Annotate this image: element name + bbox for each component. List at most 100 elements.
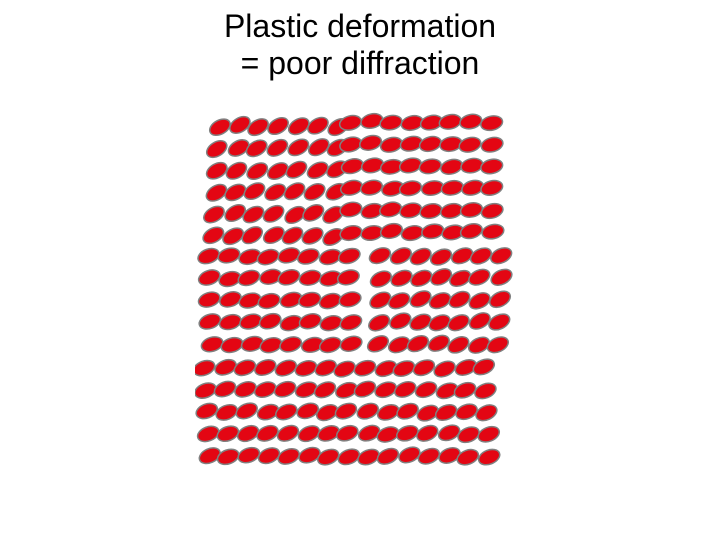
lattice-atom [433, 401, 459, 423]
lattice-atom [236, 444, 261, 465]
lattice-atom [480, 135, 505, 154]
lattice-atom [388, 244, 414, 266]
lattice-atom [239, 223, 265, 247]
lattice-atom [416, 445, 442, 466]
lattice-atom [197, 311, 222, 332]
lattice-atom [232, 357, 258, 378]
lattice-atom [257, 310, 282, 331]
lattice-atom [419, 201, 444, 220]
lattice-atom [300, 224, 326, 247]
lattice-atom [398, 179, 423, 198]
lattice-atom [480, 157, 505, 176]
lattice-atom [298, 311, 323, 331]
lattice-atom [479, 178, 504, 197]
lattice-atom [432, 358, 458, 380]
lattice-atom [295, 400, 320, 421]
lattice-atom [408, 245, 434, 268]
lattice-atom [467, 309, 493, 332]
lattice-atom [476, 446, 502, 467]
lattice-atom [273, 401, 299, 422]
lattice-atom [459, 221, 484, 240]
lattice-atom [336, 267, 361, 287]
lattice-atom [255, 422, 281, 443]
slide-title: Plastic deformation = poor diffraction [0, 8, 720, 82]
lattice-atom [204, 137, 230, 160]
lattice-atom [252, 356, 278, 377]
lattice-atom [473, 380, 499, 401]
lattice-atom [411, 357, 437, 378]
lattice-atom [458, 135, 483, 154]
lattice-atom [219, 335, 244, 355]
lattice-atom [335, 422, 361, 443]
lattice-atom [264, 136, 290, 159]
lattice-atom [333, 400, 359, 421]
lattice-atom [414, 422, 440, 444]
lattice-atom [195, 400, 220, 421]
lattice-atom [338, 289, 363, 308]
lattice-atom [200, 224, 226, 247]
lattice-atom [480, 201, 505, 221]
lattice-atom [283, 158, 309, 181]
deformed-lattice-diagram [195, 100, 525, 470]
lattice-atom [200, 334, 225, 354]
lattice-atom [358, 133, 383, 152]
lattice-atom [234, 400, 260, 422]
lattice-atom [256, 445, 282, 466]
lattice-atom [216, 245, 241, 265]
lattice-atom [255, 246, 280, 267]
diagram-wrapper [0, 82, 720, 470]
lattice-atom [305, 114, 331, 137]
lattice-atom [440, 178, 464, 196]
lattice-atom [398, 201, 423, 220]
lattice-atom [439, 157, 464, 177]
lattice-atom [467, 289, 493, 311]
lattice-atom [285, 136, 311, 159]
lattice-atom [395, 400, 421, 421]
lattice-atom [223, 159, 249, 182]
lattice-atom [332, 358, 358, 379]
lattice-atom [445, 333, 471, 356]
lattice-atom [426, 332, 452, 354]
lattice-atom [279, 224, 305, 247]
lattice-atom [375, 445, 401, 467]
lattice-atom [276, 267, 301, 288]
lattice-atom [265, 114, 291, 137]
lattice-atom [241, 179, 267, 202]
lattice-atom [367, 244, 393, 266]
lattice-atom [413, 379, 439, 400]
lattice-atom [379, 221, 404, 240]
lattice-atom [273, 357, 299, 379]
lattice-atom [459, 200, 483, 218]
lattice-atom [204, 159, 230, 182]
lattice-atom [365, 332, 391, 354]
lattice-atom [378, 200, 403, 219]
lattice-atom [466, 266, 492, 288]
lattice-atom [352, 357, 377, 378]
lattice-atom [196, 245, 221, 266]
lattice-atom [355, 400, 381, 421]
lattice-atom [244, 159, 270, 182]
lattice-atom [452, 379, 478, 400]
lattice-atom [207, 115, 233, 138]
lattice-atom [297, 290, 322, 309]
lattice-atom [276, 245, 301, 265]
lattice-atom [400, 223, 425, 242]
lattice-atom [197, 267, 222, 288]
lattice-atom [459, 112, 484, 130]
lattice-atom [300, 201, 326, 224]
title-line-2: = poor diffraction [0, 45, 720, 82]
lattice-atom [368, 268, 394, 290]
lattice-atom [446, 311, 472, 333]
lattice-atom [418, 157, 443, 176]
lattice-atom [318, 334, 343, 354]
lattice-atom [282, 179, 308, 202]
lattice-atom [379, 113, 403, 131]
lattice-atom [218, 312, 243, 332]
lattice-atom [359, 178, 384, 197]
lattice-atom [236, 267, 261, 287]
lattice-atom [428, 246, 454, 268]
lattice-atom [212, 378, 238, 399]
lattice-atom [387, 310, 413, 332]
lattice-atom [421, 222, 445, 240]
lattice-atom [312, 379, 338, 401]
